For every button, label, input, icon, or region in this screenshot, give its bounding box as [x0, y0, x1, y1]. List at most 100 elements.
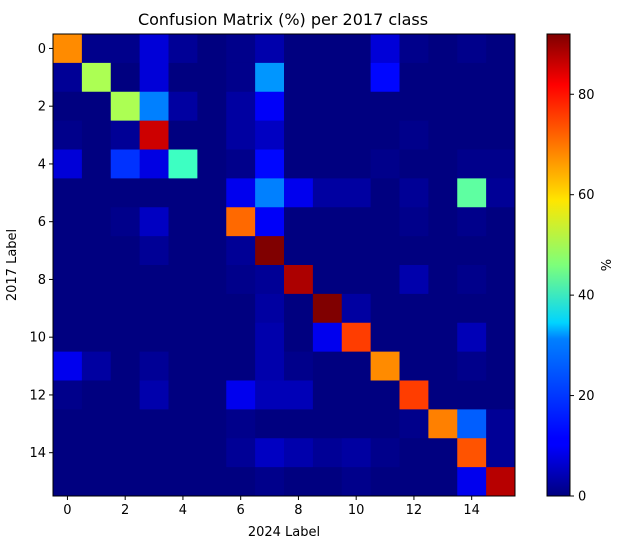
heatmap-cell-0-6 — [226, 34, 256, 64]
heatmap-cell-10-6 — [226, 322, 256, 353]
heatmap-cell-5-7 — [255, 178, 285, 208]
heatmap-cell-8-10 — [341, 265, 372, 295]
heatmap-cell-9-8 — [284, 293, 314, 324]
heatmap-cell-10-12 — [399, 322, 429, 353]
heatmap-cell-4-9 — [312, 149, 343, 179]
heatmap-cell-12-7 — [255, 380, 285, 410]
heatmap-cell-0-4 — [168, 34, 198, 64]
y-tick-label: 12 — [29, 388, 46, 403]
heatmap-cell-9-9 — [312, 293, 343, 324]
heatmap-cell-7-8 — [284, 236, 314, 266]
y-tick-label: 6 — [38, 215, 46, 230]
heatmap-cell-4-12 — [399, 149, 429, 179]
heatmap-cell-2-12 — [399, 91, 429, 122]
heatmap-cell-8-1 — [81, 265, 112, 295]
heatmap-cell-4-10 — [341, 149, 372, 179]
heatmap-cell-5-13 — [428, 178, 458, 208]
heatmap-cell-4-8 — [284, 149, 314, 179]
heatmap-cell-4-2 — [110, 149, 141, 179]
heatmap-cell-9-3 — [139, 293, 169, 324]
heatmap-cell-6-15 — [486, 207, 516, 237]
heatmap-cell-3-2 — [110, 120, 141, 150]
heatmap-cell-14-0 — [53, 438, 83, 468]
heatmap-cell-8-13 — [428, 265, 458, 295]
heatmap-cell-1-3 — [139, 62, 169, 93]
heatmap-cell-10-14 — [457, 322, 487, 353]
heatmap-cell-7-3 — [139, 236, 169, 266]
heatmap-cell-12-2 — [110, 380, 141, 410]
heatmap-cell-13-12 — [399, 409, 429, 439]
heatmap-cell-8-8 — [284, 265, 314, 295]
heatmap-cell-5-9 — [312, 178, 343, 208]
heatmap-cell-15-5 — [197, 467, 227, 497]
heatmap-cell-12-13 — [428, 380, 458, 410]
heatmap-cell-7-14 — [457, 236, 487, 266]
heatmap-cell-10-13 — [428, 322, 458, 353]
heatmap-cells — [53, 34, 516, 497]
heatmap-cell-1-5 — [197, 62, 227, 93]
heatmap-cell-12-5 — [197, 380, 227, 410]
colorbar-tick-label: 0 — [578, 490, 586, 505]
heatmap-cell-13-13 — [428, 409, 458, 439]
plot-frame — [52, 33, 516, 497]
heatmap-cell-0-13 — [428, 34, 458, 64]
heatmap-cell-4-6 — [226, 149, 256, 179]
heatmap-cell-14-13 — [428, 438, 458, 468]
colorbar-tick-label: 40 — [578, 289, 595, 304]
heatmap-cell-0-1 — [81, 34, 112, 64]
heatmap-cell-10-11 — [370, 322, 400, 353]
heatmap-cell-15-9 — [312, 467, 343, 497]
heatmap-cell-8-14 — [457, 265, 487, 295]
heatmap-cell-0-15 — [486, 34, 516, 64]
heatmap-cell-14-7 — [255, 438, 285, 468]
heatmap-cell-6-0 — [53, 207, 83, 237]
heatmap-cell-10-8 — [284, 322, 314, 353]
heatmap-cell-2-4 — [168, 91, 198, 122]
heatmap-cell-1-14 — [457, 62, 487, 93]
heatmap-cell-9-14 — [457, 293, 487, 324]
heatmap-cell-11-1 — [81, 351, 112, 381]
heatmap-cell-10-3 — [139, 322, 169, 353]
heatmap-cell-0-11 — [370, 34, 400, 64]
heatmap-cell-0-14 — [457, 34, 487, 64]
heatmap-cell-14-14 — [457, 438, 487, 468]
heatmap-cell-9-0 — [53, 293, 83, 324]
heatmap-cell-2-6 — [226, 91, 256, 122]
chart-title: Confusion Matrix (%) per 2017 class — [138, 10, 428, 29]
heatmap-cell-8-3 — [139, 265, 169, 295]
heatmap-cell-3-15 — [486, 120, 516, 150]
colorbar-tick-label: 60 — [578, 188, 595, 203]
heatmap-cell-13-3 — [139, 409, 169, 439]
heatmap-cell-14-10 — [341, 438, 372, 468]
heatmap-cell-13-0 — [53, 409, 83, 439]
heatmap-cell-11-6 — [226, 351, 256, 381]
heatmap-cell-7-5 — [197, 236, 227, 266]
heatmap-cell-12-15 — [486, 380, 516, 410]
heatmap-cell-7-13 — [428, 236, 458, 266]
heatmap-cell-2-7 — [255, 91, 285, 122]
heatmap-cell-0-5 — [197, 34, 227, 64]
heatmap-cell-6-6 — [226, 207, 256, 237]
heatmap-cell-10-1 — [81, 322, 112, 353]
x-tick-label: 6 — [237, 503, 245, 518]
heatmap-cell-2-11 — [370, 91, 400, 122]
heatmap-cell-13-8 — [284, 409, 314, 439]
heatmap-cell-3-8 — [284, 120, 314, 150]
heatmap-cell-11-2 — [110, 351, 141, 381]
heatmap-cell-5-0 — [53, 178, 83, 208]
heatmap-cell-4-7 — [255, 149, 285, 179]
heatmap-cell-15-11 — [370, 467, 400, 497]
heatmap-cell-5-11 — [370, 178, 400, 208]
heatmap-cell-13-6 — [226, 409, 256, 439]
heatmap-cell-10-0 — [53, 322, 83, 353]
heatmap-cell-2-1 — [81, 91, 112, 122]
x-tick-label: 14 — [463, 503, 480, 518]
heatmap-cell-5-14 — [457, 178, 487, 208]
y-tick-label: 2 — [38, 100, 46, 115]
x-tick-label: 12 — [406, 503, 423, 518]
heatmap-cell-12-12 — [399, 380, 429, 410]
heatmap-cell-13-15 — [486, 409, 516, 439]
heatmap-cell-1-1 — [81, 62, 112, 93]
heatmap-cell-13-11 — [370, 409, 400, 439]
heatmap-cell-3-3 — [139, 120, 169, 150]
